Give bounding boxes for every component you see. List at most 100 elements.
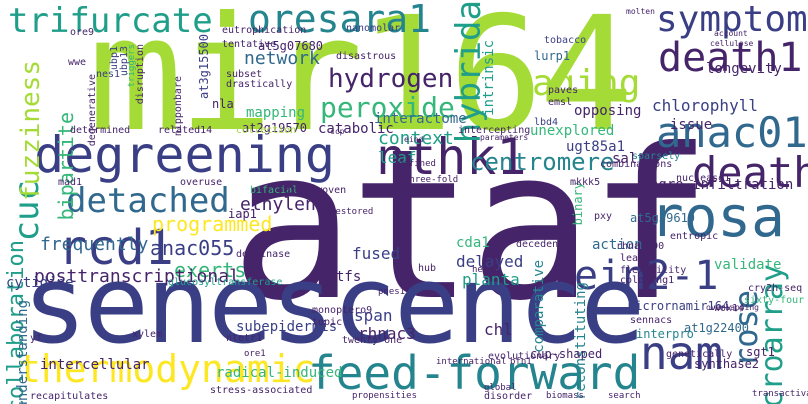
word-thermodynamic: thermodynamic — [18, 347, 316, 391]
word-unexplored: unexplored — [530, 123, 615, 139]
word-nes1: nes1 — [96, 69, 121, 80]
word-mad1: mad1 — [58, 177, 83, 188]
word-centromere: centromere — [470, 148, 615, 176]
word-nam: nam — [640, 326, 724, 380]
word-cup-shaped: ore1 — [244, 349, 266, 359]
word-at5g07680: at5g07680 — [258, 39, 324, 53]
word-tentative: tentative — [222, 39, 277, 50]
word-informatics: cellulose — [710, 39, 754, 48]
word-placement: parameters — [480, 133, 529, 142]
word-collection: collection — [236, 125, 297, 136]
word-selection: biomass — [546, 391, 584, 401]
word-mir164: mir164 — [88, 0, 634, 167]
word-degreening: degreening — [34, 126, 336, 184]
word-wox14: sennacs — [630, 315, 673, 326]
word-hub: held — [472, 265, 494, 275]
word-slim: recapitulates — [30, 391, 109, 402]
word-bfn1: twenty-one — [342, 335, 403, 346]
word-topic: ntetr1 — [226, 333, 263, 344]
word-interwoven: interwoven — [286, 185, 347, 196]
word-peroxide: peroxide — [320, 91, 455, 124]
word-cytidine: cytidine — [6, 275, 74, 291]
word-opposing: opposing — [574, 103, 642, 119]
word-network: network — [244, 48, 320, 69]
word-at1g22400: at1g22400 — [684, 321, 750, 335]
word-ugt85a1: ugt85a1 — [566, 139, 626, 155]
word-propensities: search — [608, 391, 641, 401]
word-chlorophyll: chlorophyll — [652, 96, 758, 115]
word-intrinsic: intrinsic — [481, 40, 497, 116]
word-tobacco: tobacco — [544, 35, 587, 46]
word-search: global — [484, 383, 517, 393]
word-anac013: anac013 — [656, 108, 808, 157]
word-lurp1: lurp1 — [534, 49, 571, 63]
word-synthase2: synthase2 — [694, 357, 760, 371]
word-coloring1: coloring1 — [620, 275, 675, 286]
word-radical-induced: radical-induced — [216, 365, 343, 381]
word-exerts: exerts — [174, 258, 247, 282]
word-ataf: ataf — [230, 105, 713, 347]
word-parameters: account — [714, 29, 748, 38]
word-paves: paves — [548, 85, 579, 96]
word-transactivation: disorder — [484, 391, 533, 402]
word-ein2-1: ein2-1 — [574, 253, 719, 299]
word-validate: validate — [714, 257, 782, 273]
word-overuse: overuse — [180, 177, 223, 188]
word-accelerates: cup-shaped — [530, 347, 603, 361]
word-nipponbare: nipponbare — [173, 76, 184, 137]
word-cda1: cda1 — [456, 235, 490, 251]
word-ore9: ore9 — [70, 27, 95, 38]
word-ccg: pxy — [594, 211, 613, 222]
word-rcd-one1: pnes1 — [378, 287, 406, 297]
word-understanding: understanding — [15, 300, 31, 404]
word-account: molten — [626, 7, 655, 16]
word-sixty-four: sixty-four — [744, 295, 805, 306]
word-pnes1: decedents — [516, 239, 571, 250]
word-decedents: deaminase — [236, 249, 291, 260]
word-hydrogen: hydrogen — [328, 64, 454, 94]
word-degenerative: degenerative — [87, 74, 98, 147]
word-context: context — [378, 128, 454, 149]
word-catabolic: catabolic — [318, 121, 394, 137]
word-longevity: longevity — [706, 61, 782, 77]
word-delayed: delayed — [456, 252, 524, 271]
word-sennacs: bfn1 — [510, 357, 532, 367]
word-anac055: anac055 — [150, 236, 235, 260]
word-micrornamir164: micrornamir164 — [628, 299, 730, 313]
word-ethylene: ethylene — [240, 194, 327, 215]
word-mkk7: overlapping — [706, 303, 759, 312]
word-drastically: drastically — [226, 79, 293, 90]
word-at3g15500: at3g15500 — [197, 34, 211, 100]
word-detached: detached — [66, 181, 230, 221]
word-stress-associated: propensities — [352, 391, 418, 401]
word-trifurcate: trifurcate — [8, 1, 213, 41]
word-wwe: wwe — [68, 57, 87, 68]
word-tfs: tfs — [336, 269, 362, 285]
word-well-known: combinations — [600, 159, 673, 170]
word-regia: mkkk5 — [570, 177, 601, 188]
word-bioinformatics: ccp — [330, 127, 345, 136]
word-mapping: mapping — [246, 105, 306, 121]
word-eutrophication: eutrophication — [222, 25, 307, 36]
word-nla: nla — [212, 97, 234, 111]
word-rosa: rosa — [650, 185, 785, 250]
word-interactome: interactome — [374, 111, 467, 127]
word-leaf: leaf — [378, 148, 417, 167]
word-related14: related14 — [158, 125, 213, 136]
word-death: death — [692, 148, 808, 197]
word-protein92: wox14 — [714, 303, 745, 314]
word-issue: issue — [670, 117, 713, 133]
word-reinitiate: international — [436, 357, 507, 367]
word-intercepting: intercepting — [458, 125, 531, 136]
word-disastrous: disastrous — [336, 51, 397, 62]
word-triggers: triggers — [127, 44, 137, 88]
word-fused: fused — [352, 244, 401, 263]
word-action: action — [592, 237, 643, 253]
word-lbd4: lbd4 — [534, 117, 559, 128]
word-nthk1: nthk1 — [376, 128, 527, 186]
word-revolution: transactivation — [752, 389, 808, 399]
word-symptoms: symptoms — [656, 0, 808, 40]
word-biomass: evolutionary — [488, 351, 561, 362]
word-rcd1: rcd1 — [58, 220, 174, 276]
